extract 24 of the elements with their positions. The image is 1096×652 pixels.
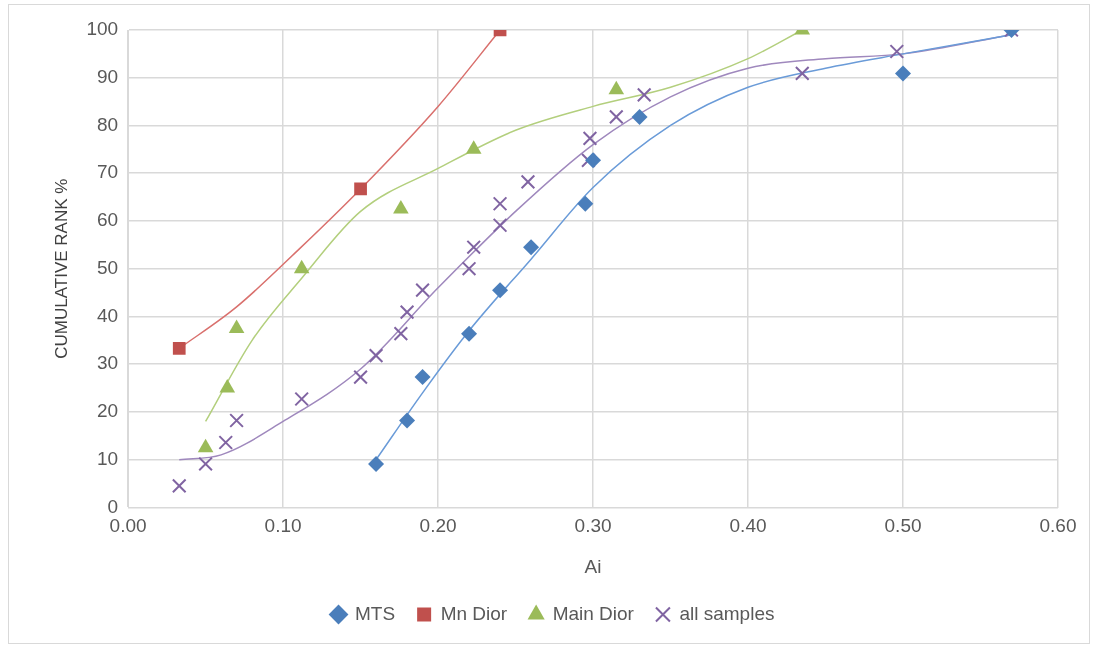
y-tick-label: 50 [96, 256, 119, 278]
y-tick-label: 90 [96, 65, 119, 87]
y-tick-label: 60 [96, 209, 119, 231]
y-tick-label: 70 [96, 161, 119, 183]
y-tick-label: 10 [96, 447, 119, 469]
y-axis-title: CUMULATIVE RANK % [51, 178, 71, 359]
y-tick-label: 30 [96, 352, 119, 374]
x-tick-label: 0.30 [574, 515, 612, 537]
x-tick-label: 0.20 [419, 515, 457, 537]
y-tick-label: 0 [107, 495, 119, 517]
legend-label: Mn Dior [440, 602, 508, 624]
y-tick-label: 80 [96, 113, 119, 135]
legend-label: all samples [679, 602, 775, 624]
y-tick-label: 20 [96, 400, 119, 422]
y-tick-label: 40 [96, 304, 119, 326]
x-axis-title: Ai [584, 555, 602, 577]
x-tick-label: 0.10 [264, 515, 302, 537]
x-tick-label: 0.50 [884, 515, 922, 537]
legend-label: Main Dior [552, 602, 635, 624]
y-tick-label: 100 [86, 18, 119, 40]
legend-label: MTS [355, 602, 396, 624]
x-tick-label: 0.40 [729, 515, 767, 537]
x-tick-label: 0.60 [1039, 515, 1077, 537]
x-tick-label: 0.00 [109, 515, 147, 537]
